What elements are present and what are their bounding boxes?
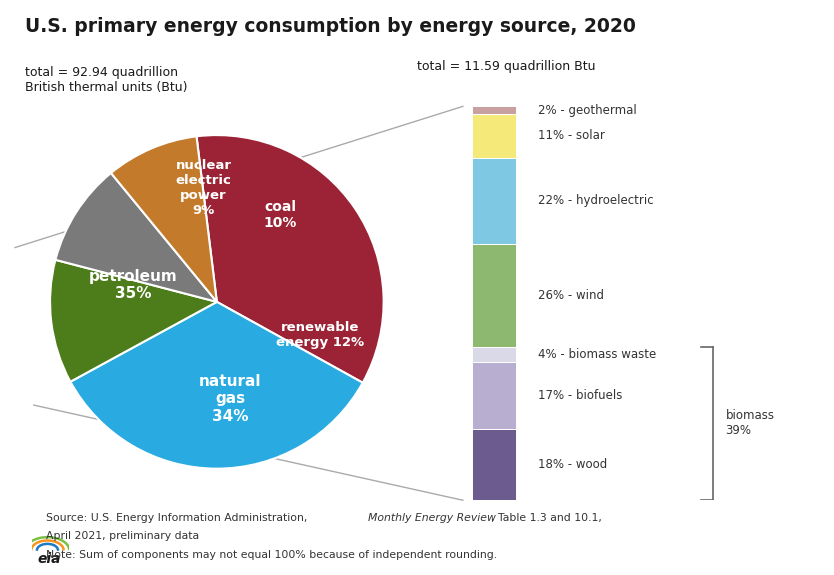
Text: eia: eia (38, 553, 61, 566)
Text: biomass
39%: biomass 39% (726, 409, 775, 438)
Bar (472, 106, 516, 114)
Wedge shape (70, 302, 363, 469)
Bar (472, 158, 516, 244)
Bar (472, 430, 516, 500)
Bar (472, 114, 516, 158)
Text: total = 92.94 quadrillion
British thermal units (Btu): total = 92.94 quadrillion British therma… (25, 66, 188, 94)
Text: 22% - hydroelectric: 22% - hydroelectric (538, 194, 654, 208)
Text: coal
10%: coal 10% (264, 200, 297, 230)
Wedge shape (50, 260, 217, 382)
Text: total = 11.59 quadrillion Btu: total = 11.59 quadrillion Btu (417, 60, 595, 74)
Text: U.S. primary energy consumption by energy source, 2020: U.S. primary energy consumption by energ… (25, 17, 636, 36)
Text: nuclear
electric
power
9%: nuclear electric power 9% (175, 159, 232, 217)
Wedge shape (197, 135, 384, 383)
Text: April 2021, preliminary data: April 2021, preliminary data (46, 531, 199, 541)
Text: Note: Sum of components may not equal 100% because of independent rounding.: Note: Sum of components may not equal 10… (46, 550, 497, 559)
Text: 11% - solar: 11% - solar (538, 129, 605, 143)
Text: natural
gas
34%: natural gas 34% (199, 374, 261, 424)
Bar (472, 362, 516, 430)
Text: , Table 1.3 and 10.1,: , Table 1.3 and 10.1, (491, 513, 602, 523)
Text: Source: U.S. Energy Information Administration,: Source: U.S. Energy Information Administ… (46, 513, 311, 523)
Text: 26% - wind: 26% - wind (538, 289, 604, 302)
Text: Monthly Energy Review: Monthly Energy Review (368, 513, 495, 523)
Text: 17% - biofuels: 17% - biofuels (538, 389, 622, 402)
Text: 2% - geothermal: 2% - geothermal (538, 104, 636, 117)
Wedge shape (55, 173, 217, 302)
Text: petroleum
35%: petroleum 35% (89, 269, 178, 301)
Text: 4% - biomass waste: 4% - biomass waste (538, 348, 656, 361)
Wedge shape (111, 136, 217, 302)
Text: 18% - wood: 18% - wood (538, 458, 607, 472)
Text: renewable
energy 12%: renewable energy 12% (276, 321, 364, 349)
Bar (472, 347, 516, 362)
Bar (472, 244, 516, 347)
